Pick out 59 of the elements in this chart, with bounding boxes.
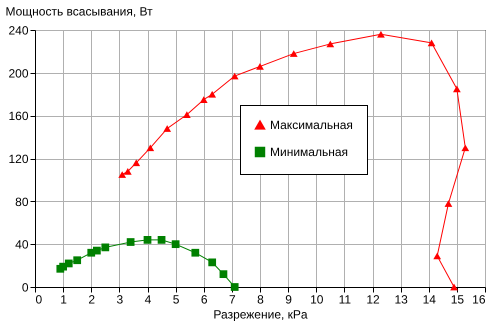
x-tick-label: 3 <box>116 292 124 306</box>
x-axis-title: Разрежение, кPa <box>213 308 308 322</box>
x-tick-label: 7 <box>229 292 236 306</box>
point <box>163 125 172 132</box>
y-tick-label: 40 <box>15 238 29 252</box>
point <box>220 270 228 278</box>
point <box>126 238 134 246</box>
y-tick-label: 200 <box>8 66 29 80</box>
point <box>444 200 452 207</box>
x-tick-label: 10 <box>310 292 324 306</box>
point <box>146 144 154 152</box>
point <box>191 248 200 257</box>
point <box>172 240 180 248</box>
point <box>377 30 385 38</box>
x-tick-label: 2 <box>88 292 96 306</box>
legend-label: Максимальная <box>270 118 353 132</box>
legend-label: Минимальная <box>270 145 348 159</box>
x-tick-label: 9 <box>285 292 292 306</box>
x-tick-label: 16 <box>472 292 486 306</box>
x-tick-label: 14 <box>422 292 436 306</box>
y-tick-label: 0 <box>22 280 29 294</box>
point <box>290 50 298 57</box>
x-tick-label: 15 <box>450 292 464 306</box>
y-tick-label: 80 <box>15 194 29 209</box>
point <box>453 86 461 92</box>
point <box>208 258 216 266</box>
point <box>64 260 73 268</box>
point <box>208 90 216 98</box>
point <box>461 144 470 152</box>
x-tick-label: 4 <box>144 292 152 306</box>
point <box>230 283 239 291</box>
point <box>230 72 239 80</box>
y-tick-label: 160 <box>8 109 29 124</box>
x-tick-label: 13 <box>394 292 408 306</box>
point <box>132 159 140 166</box>
x-tick-label: 1 <box>60 292 68 306</box>
x-tick-label: 11 <box>338 292 352 306</box>
point <box>118 171 126 178</box>
x-tick-label: 6 <box>200 292 208 306</box>
point <box>183 111 191 118</box>
y-axis-title: Мощность всасывания, Вт <box>6 4 154 18</box>
point <box>101 244 110 252</box>
point <box>93 246 101 254</box>
point <box>144 236 152 244</box>
point <box>326 40 334 48</box>
point <box>450 284 458 290</box>
x-tick-label: 8 <box>257 292 264 306</box>
point <box>433 252 442 260</box>
point <box>158 236 166 244</box>
x-tick-label: 5 <box>172 292 180 306</box>
point <box>256 63 264 70</box>
y-tick-label: 240 <box>8 24 29 38</box>
point <box>200 96 208 103</box>
x-tick-label: 12 <box>366 292 380 306</box>
point <box>124 168 132 175</box>
point <box>73 256 82 264</box>
y-tick-label: 120 <box>8 152 29 166</box>
x-tick-label: 0 <box>36 292 42 306</box>
point <box>428 39 436 46</box>
